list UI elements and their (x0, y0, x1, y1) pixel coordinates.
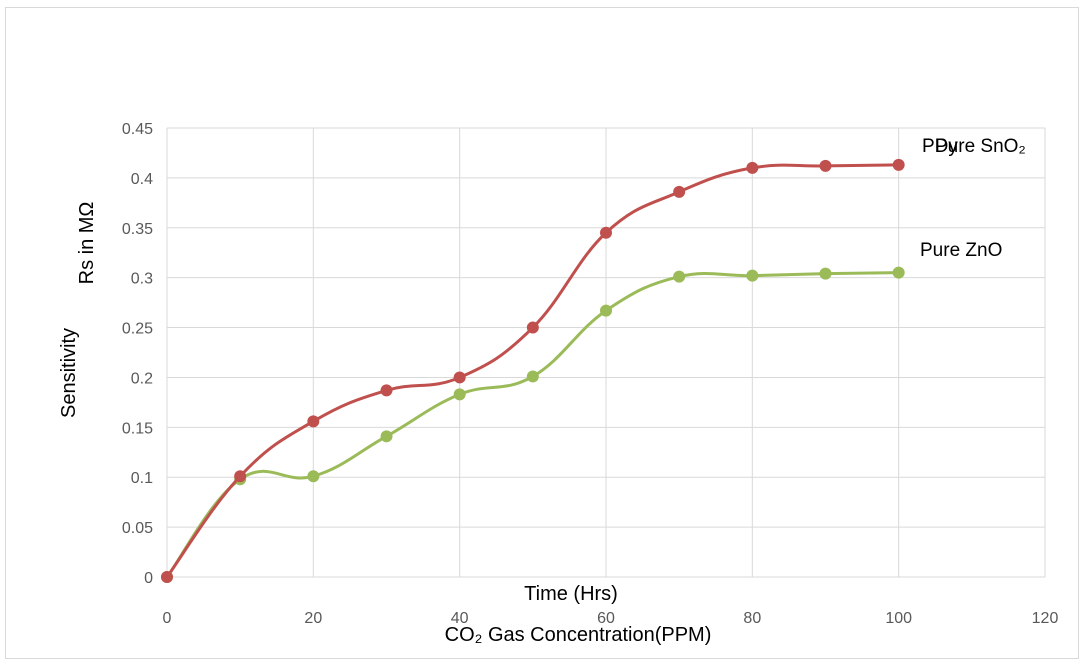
data-point-series-0 (819, 159, 832, 172)
data-point-series-0 (673, 185, 686, 198)
x-tick-label: 0 (163, 610, 172, 627)
y-tick-label: 0 (144, 570, 153, 587)
data-point-series-0 (234, 470, 247, 483)
tick-labels: 0 0.05 0.1 0.15 0.2 0.25 0.3 0.35 0.4 0.45 0 20 40 60… (122, 121, 1059, 627)
data-point-series-1 (453, 388, 466, 401)
y-tick-label: 0.15 (122, 420, 153, 437)
data-point-series-0 (453, 371, 466, 384)
x-axis-title: Time (Hrs) (524, 583, 618, 605)
x-tick-label: 60 (597, 610, 615, 627)
data-point-series-1 (600, 304, 612, 317)
y-tick-label: 0.3 (131, 271, 153, 288)
y-tick-label: 0.25 (122, 321, 153, 338)
x-tick-label: 80 (743, 610, 761, 627)
y-tick-label: 0.2 (131, 370, 153, 387)
data-point-series-0 (307, 415, 320, 428)
series-label-zno: Pure ZnO (920, 240, 1002, 261)
y-tick-label: 0.4 (131, 171, 153, 188)
y-tick-label: 0.35 (122, 221, 153, 238)
series-layer (161, 158, 905, 583)
data-point-series-0 (746, 161, 759, 174)
data-point-series-0 (892, 158, 905, 171)
data-point-series-0 (380, 384, 393, 397)
data-point-series-1 (819, 267, 832, 280)
data-point-series-0 (526, 321, 539, 334)
chart-frame (5, 7, 1079, 659)
x-tick-label: 40 (451, 610, 469, 627)
data-point-series-0 (600, 226, 612, 239)
x-tick-label: 120 (1032, 610, 1059, 627)
x-axis-secondary-title: CO₂ Gas Concentration(PPM) (445, 624, 712, 646)
data-point-series-1 (526, 370, 539, 383)
gridlines (166, 127, 1046, 578)
y-tick-label: 0.05 (122, 520, 153, 537)
series-label-snO2: Pure SnO₂ (935, 136, 1026, 157)
y-tick-label: 0.1 (131, 470, 153, 487)
data-point-series-1 (307, 470, 320, 483)
x-tick-label: 100 (885, 610, 912, 627)
data-point-series-1 (673, 270, 686, 283)
data-point-series-0 (161, 571, 173, 583)
data-point-series-1 (380, 430, 393, 443)
y-axis-title: Sensitivity (58, 328, 80, 418)
data-point-series-1 (892, 266, 905, 279)
x-tick-label: 20 (304, 610, 322, 627)
data-point-series-1 (746, 269, 759, 282)
series-label-snO2-overlap: PDy (922, 136, 958, 157)
series-line-1 (165, 271, 899, 578)
y-axis-secondary-title: Rs in MΩ (76, 202, 98, 285)
y-tick-label: 0.45 (122, 121, 153, 138)
